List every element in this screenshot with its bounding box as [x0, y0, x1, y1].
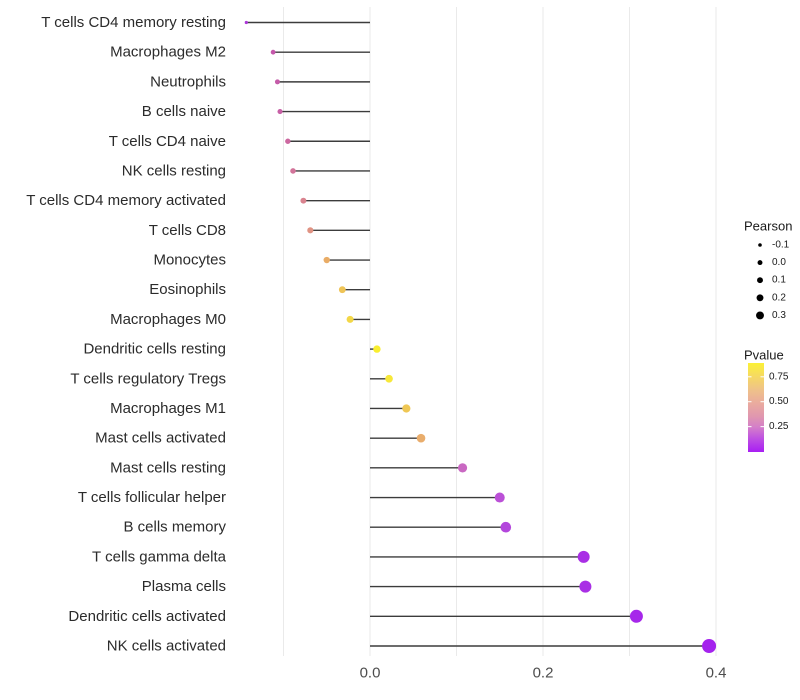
y-axis-label: T cells gamma delta [92, 548, 227, 565]
y-axis-label: Eosinophils [149, 281, 226, 298]
data-point [346, 315, 354, 323]
y-axis-label: Mast cells activated [95, 430, 226, 447]
y-axis-label: T cells follicular helper [78, 489, 226, 506]
pearson-legend-label: 0.0 [772, 257, 786, 268]
x-tick-label: 0.2 [533, 665, 554, 682]
y-axis-label: B cells memory [123, 519, 226, 536]
data-point [290, 168, 296, 174]
data-point [285, 138, 291, 144]
y-axis-label: Dendritic cells resting [83, 341, 226, 358]
data-point [277, 109, 283, 115]
y-axis-label: Macrophages M0 [110, 311, 226, 328]
pearson-legend-dot [757, 260, 763, 266]
data-point [244, 20, 248, 25]
data-point [385, 374, 393, 383]
data-point [702, 638, 717, 653]
y-axis-label: T cells CD4 memory activated [26, 192, 226, 209]
data-point [494, 492, 505, 503]
y-axis-label: Macrophages M2 [110, 44, 226, 61]
data-point [373, 345, 381, 353]
y-axis-label: Mast cells resting [110, 459, 226, 476]
data-point [300, 197, 307, 204]
y-axis-label: Plasma cells [142, 578, 226, 595]
pearson-legend-label: -0.1 [772, 240, 790, 251]
y-axis-label: T cells CD8 [149, 222, 226, 239]
data-point [338, 286, 346, 294]
pvalue-legend-label: 0.50 [769, 396, 789, 407]
x-tick-label: 0.4 [706, 665, 727, 682]
pvalue-legend-label: 0.75 [769, 371, 789, 382]
pearson-legend-title: Pearson [744, 219, 792, 234]
pearson-legend-dot [756, 294, 764, 302]
data-point [270, 49, 276, 55]
y-axis-label: Dendritic cells activated [68, 608, 226, 625]
y-axis-label: B cells naive [142, 103, 226, 120]
y-axis-label: T cells CD4 naive [109, 133, 226, 150]
pearson-legend-label: 0.2 [772, 292, 786, 303]
y-axis-label: NK cells resting [122, 162, 226, 179]
data-point [402, 404, 411, 413]
data-point [323, 256, 330, 264]
pearson-legend-dot [758, 243, 762, 247]
y-axis-label: T cells regulatory Tregs [70, 370, 226, 387]
data-point [457, 463, 468, 473]
data-point [500, 521, 512, 533]
y-axis-label: Neutrophils [150, 73, 226, 90]
y-axis-label: Macrophages M1 [110, 400, 226, 417]
data-point [274, 79, 280, 85]
data-point [416, 433, 426, 443]
data-point [579, 580, 592, 593]
pearson-legend-dot [757, 277, 763, 284]
pvalue-legend-title: Pvalue [744, 348, 784, 363]
pearson-legend-label: 0.3 [772, 310, 786, 321]
data-point [629, 609, 643, 623]
pearson-legend-label: 0.1 [772, 275, 786, 286]
y-axis-label: NK cells activated [107, 637, 226, 654]
pvalue-gradient-bar [748, 363, 764, 452]
y-axis-label: T cells CD4 memory resting [41, 14, 226, 31]
pvalue-legend-label: 0.25 [769, 421, 789, 432]
data-point [307, 227, 314, 234]
x-tick-label: 0.0 [360, 665, 381, 682]
y-axis-label: Monocytes [153, 252, 226, 269]
pearson-legend-dot [756, 311, 764, 320]
data-point [577, 550, 590, 563]
